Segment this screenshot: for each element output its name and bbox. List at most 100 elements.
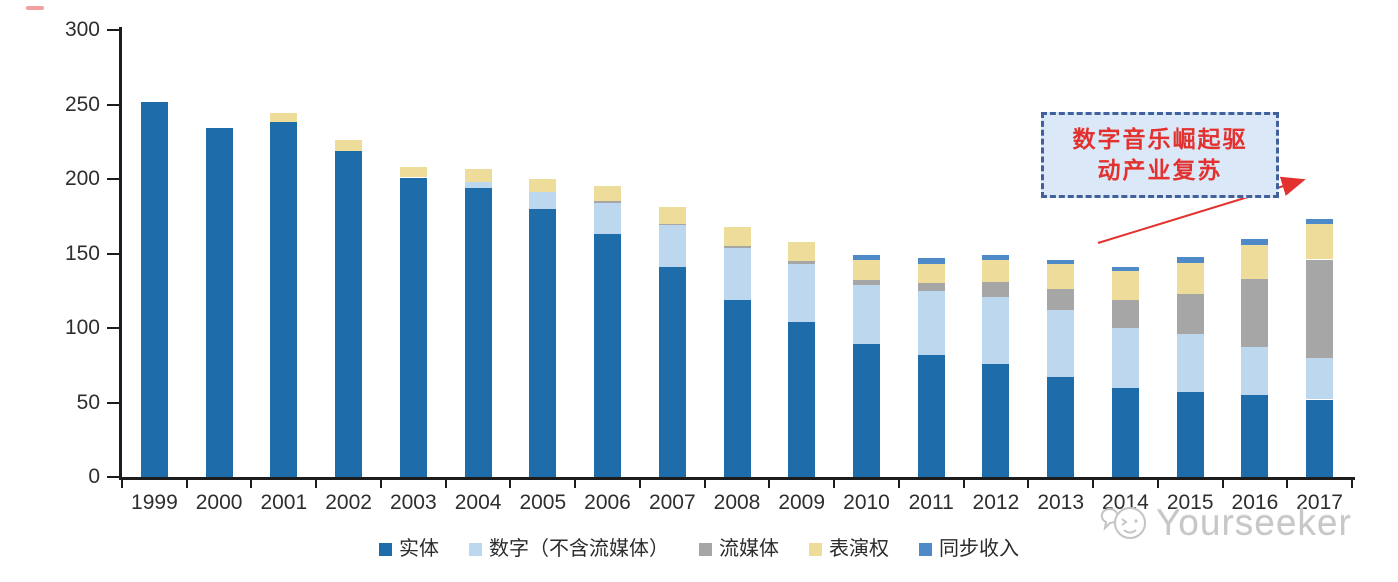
legend-swatch-icon <box>809 542 822 556</box>
bar-segment-数字（不含流媒体） <box>1176 334 1204 393</box>
bar-segment-数字（不含流媒体） <box>464 182 492 188</box>
bar-segment-数字（不含流媒体） <box>917 290 945 355</box>
legend-swatch-icon <box>699 542 712 556</box>
watermark: Yourseeker <box>1100 498 1352 548</box>
legend-label: 同步收入 <box>939 538 1019 560</box>
bar-segment-流媒体 <box>788 260 816 264</box>
bar-segment-实体 <box>1176 392 1204 477</box>
bar-segment-同步收入 <box>1047 259 1075 264</box>
bar-segment-流媒体 <box>1111 299 1139 328</box>
bar-segment-流媒体 <box>917 283 945 291</box>
x-axis-tick-label: 2002 <box>325 491 372 514</box>
x-axis-tick-label: 2015 <box>1166 491 1214 514</box>
x-axis-tick <box>1351 480 1353 488</box>
bar-segment-表演权 <box>917 263 945 284</box>
x-axis-tick <box>574 480 577 488</box>
red-mark-artifact <box>26 6 44 10</box>
bar-segment-同步收入 <box>1176 256 1204 263</box>
chart-legend: 实体 数字（不含流媒体） 流媒体 表演权 同步收入 <box>0 537 1398 561</box>
legend-swatch-icon <box>379 542 392 556</box>
bar-segment-实体 <box>853 344 880 477</box>
bar-segment-数字（不含流媒体） <box>982 296 1010 364</box>
x-axis-tick-label: 2009 <box>778 491 826 514</box>
x-axis-tick-label: 2004 <box>454 491 502 514</box>
bar-segment-表演权 <box>788 241 816 261</box>
y-axis-tick-label: 250 <box>64 92 100 116</box>
x-axis-tick-label: 2008 <box>713 491 761 514</box>
y-axis-tick-label: 0 <box>88 465 100 488</box>
y-axis-tick <box>107 401 119 404</box>
bar-segment-表演权 <box>723 226 751 247</box>
bar-segment-表演权 <box>399 167 427 178</box>
bar-segment-实体 <box>270 122 298 477</box>
x-axis-tick-label: 2012 <box>972 491 1020 514</box>
bar-segment-数字（不含流媒体） <box>658 225 686 267</box>
y-axis-tick <box>107 178 119 180</box>
bar-segment-同步收入 <box>853 255 880 260</box>
bar-segment-数字（不含流媒体） <box>1111 328 1139 388</box>
legend-swatch-icon <box>919 542 932 556</box>
y-axis-tick-label: 100 <box>64 316 100 339</box>
x-axis-tick-label: 2001 <box>260 491 308 514</box>
x-axis-tick-label: 2003 <box>389 491 437 514</box>
bar-segment-实体 <box>594 234 621 477</box>
bar-segment-实体 <box>464 187 492 477</box>
bar-segment-实体 <box>399 177 427 477</box>
x-axis-tick <box>638 480 641 488</box>
bar-segment-同步收入 <box>1111 266 1139 272</box>
y-axis-tick-label: 150 <box>64 241 100 265</box>
bar-segment-流媒体 <box>982 281 1010 297</box>
y-axis-tick <box>107 476 119 478</box>
bar-segment-数字（不含流媒体） <box>594 202 621 235</box>
x-axis-tick <box>768 480 771 488</box>
bar-segment-同步收入 <box>982 255 1010 260</box>
bar-segment-表演权 <box>853 259 880 281</box>
x-axis-tick-label: 2011 <box>908 491 954 514</box>
bar-segment-实体 <box>658 266 686 477</box>
bar-segment-表演权 <box>982 259 1010 282</box>
bar-segment-表演权 <box>658 207 686 224</box>
bar-segment-实体 <box>205 128 233 477</box>
x-axis-tick-label: 2000 <box>195 491 243 514</box>
x-axis-tick-label: 1999 <box>131 491 178 514</box>
x-axis-tick-label: 2013 <box>1037 491 1085 514</box>
bar-segment-同步收入 <box>1241 238 1269 245</box>
bar-segment-同步收入 <box>1306 219 1334 224</box>
x-axis-tick <box>897 480 900 488</box>
x-axis-tick-label: 2005 <box>519 491 567 514</box>
y-axis-tick <box>107 103 119 106</box>
bar-segment-流媒体 <box>594 201 621 203</box>
bar-segment-表演权 <box>529 179 557 193</box>
x-axis-tick-label: 2010 <box>843 491 890 514</box>
y-axis-tick <box>107 327 119 329</box>
x-axis-tick <box>962 480 965 488</box>
bar-segment-实体 <box>1241 395 1269 478</box>
bar-segment-实体 <box>1047 377 1075 477</box>
bar-segment-实体 <box>529 208 557 477</box>
bar-segment-数字（不含流媒体） <box>1047 310 1075 378</box>
bar-segment-实体 <box>1111 387 1139 477</box>
x-axis-tick-label: 2014 <box>1102 491 1149 514</box>
annotation-text-line2: 动产业复苏 <box>1097 157 1223 183</box>
bar-segment-表演权 <box>1176 262 1204 294</box>
x-axis-tick <box>1286 480 1289 488</box>
bar-segment-实体 <box>140 101 168 477</box>
bar-segment-流媒体 <box>1047 289 1075 311</box>
legend-item: 表演权 <box>809 537 889 561</box>
legend-label: 实体 <box>399 538 439 560</box>
y-axis-tick-label: 300 <box>64 18 100 41</box>
x-axis-tick <box>703 480 706 488</box>
bar-segment-数字（不含流媒体） <box>529 192 557 209</box>
legend-label: 表演权 <box>829 538 889 560</box>
bar-segment-实体 <box>917 354 945 477</box>
x-axis-tick <box>1221 480 1224 488</box>
legend-item: 实体 <box>379 537 439 561</box>
bar-segment-数字（不含流媒体） <box>788 263 816 322</box>
annotation-callout-box: 数字音乐崛起驱 动产业复苏 <box>1041 112 1279 198</box>
x-axis-tick <box>250 480 253 488</box>
legend-swatch-icon <box>469 542 482 556</box>
x-axis-tick-label: 2007 <box>648 491 696 514</box>
annotation-text-line1: 数字音乐崛起驱 <box>1072 126 1248 152</box>
x-axis-tick <box>1156 480 1159 488</box>
